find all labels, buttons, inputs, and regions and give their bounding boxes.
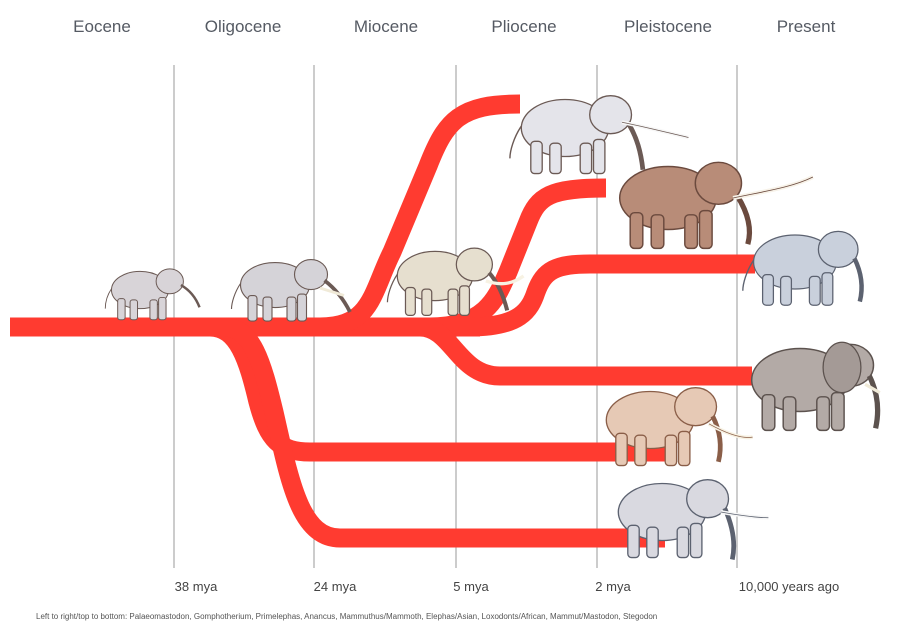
- asian-elephant-icon: [742, 230, 864, 306]
- palaeomastodon-icon: [104, 268, 201, 321]
- african-elephant-icon: [750, 341, 881, 432]
- epoch-label-pliocene: Pliocene: [491, 17, 556, 36]
- branch-stegodon: [222, 317, 665, 548]
- time-tick-24mya: 24 mya: [314, 579, 357, 594]
- gomphotherium-icon: [230, 258, 352, 322]
- anancus-icon: [509, 95, 689, 175]
- epoch-label-present: Present: [777, 17, 836, 36]
- time-tick-2mya: 2 mya: [595, 579, 631, 594]
- species-caption: Left to right/top to bottom: Palaeomasto…: [36, 612, 657, 621]
- lineage-branches: [10, 94, 755, 548]
- epoch-label-oligocene: Oligocene: [205, 17, 282, 36]
- branch-asian: [469, 254, 755, 337]
- epoch-label-miocene: Miocene: [354, 17, 418, 36]
- epoch-label-eocene: Eocene: [73, 17, 131, 36]
- branch-african: [418, 317, 752, 386]
- primelephas-icon: [386, 247, 525, 316]
- epoch-label-pleistocene: Pleistocene: [624, 17, 712, 36]
- stegodon-icon: [617, 479, 769, 561]
- branch-anancus: [319, 94, 521, 337]
- time-tick-5mya: 5 mya: [453, 579, 489, 594]
- time-tick-10000ya: 10,000 years ago: [739, 579, 839, 594]
- mammoth-icon: [618, 161, 814, 250]
- mastodon-icon: [605, 387, 753, 467]
- time-tick-38mya: 38 mya: [175, 579, 218, 594]
